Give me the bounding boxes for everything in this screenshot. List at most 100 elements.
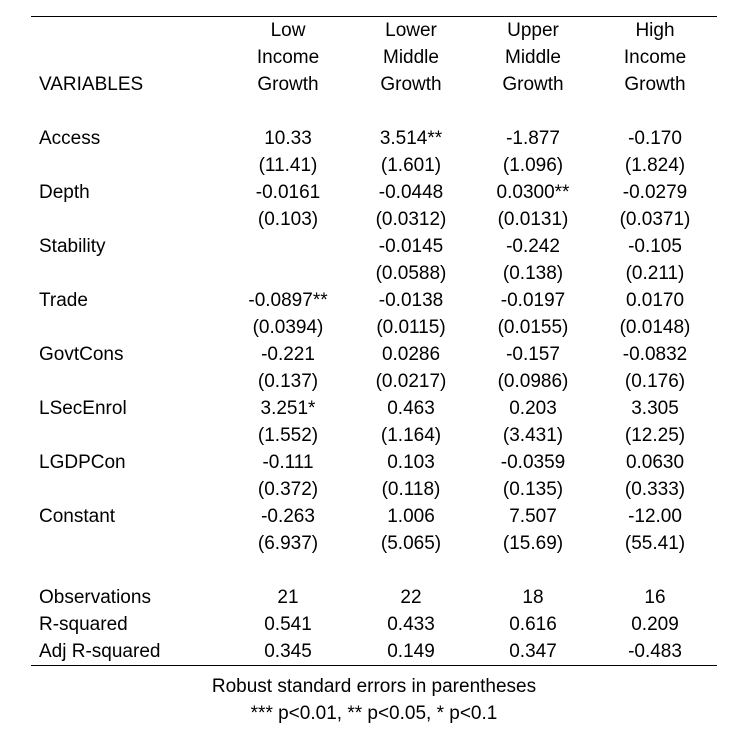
coef-cell: 0.0630 xyxy=(625,452,685,473)
coef-cell: -12.00 xyxy=(628,506,682,527)
se-cell: (5.065) xyxy=(380,533,442,554)
column-header-line: Growth xyxy=(624,74,686,95)
se-cell: (0.0986) xyxy=(497,371,569,392)
se-row-access: (11.41) (1.601) (1.096) (1.824) xyxy=(31,152,717,179)
se-row-govtcons: (0.137) (0.0217) (0.0986) (0.176) xyxy=(31,368,717,395)
stat-name: R-squared xyxy=(39,614,128,635)
coef-cell: -0.0897** xyxy=(248,290,328,311)
column-header-line: High xyxy=(635,20,675,41)
column-header-line: Growth xyxy=(380,74,442,95)
se-cell xyxy=(227,260,349,287)
coef-row-stability: Stability -0.0145 -0.242 -0.105 xyxy=(31,233,717,260)
coef-cell: 0.0286 xyxy=(381,344,441,365)
coef-cell: 0.463 xyxy=(387,398,435,419)
coef-cell: -0.0279 xyxy=(622,182,688,203)
header-row: VARIABLES Low Income Growth Lower Middle… xyxy=(31,17,717,98)
variable-name: LSecEnrol xyxy=(39,398,127,419)
table-notes: Robust standard errors in parentheses **… xyxy=(0,673,748,727)
stat-name: Observations xyxy=(39,587,151,608)
se-cell: (1.552) xyxy=(257,425,319,446)
se-cell: (0.0131) xyxy=(497,209,569,230)
coef-row-lgdpcon: LGDPCon -0.111 0.103 -0.0359 0.0630 xyxy=(31,449,717,476)
column-header-line: Low xyxy=(270,20,306,41)
se-row-lgdpcon: (0.372) (0.118) (0.135) (0.333) xyxy=(31,476,717,503)
se-cell: (0.211) xyxy=(625,263,685,284)
variable-name: GovtCons xyxy=(39,344,124,365)
coef-row-lsecenrol: LSecEnrol 3.251* 0.463 0.203 3.305 xyxy=(31,395,717,422)
se-cell: (0.0155) xyxy=(497,317,569,338)
stat-cell: 0.433 xyxy=(387,614,435,635)
se-cell: (55.41) xyxy=(624,533,686,554)
stat-cell: -0.483 xyxy=(628,641,682,662)
column-header-line: Income xyxy=(256,47,320,68)
se-cell: (0.103) xyxy=(257,209,319,230)
coef-cell: -0.0145 xyxy=(378,236,444,257)
stat-cell: 0.541 xyxy=(264,614,312,635)
column-header-line: Upper xyxy=(507,20,559,41)
regression-table-container: VARIABLES Low Income Growth Lower Middle… xyxy=(31,16,717,666)
coef-cell: -0.0138 xyxy=(378,290,444,311)
coef-row-access: Access 10.33 3.514** -1.877 -0.170 xyxy=(31,125,717,152)
se-cell: (0.0394) xyxy=(252,317,324,338)
notes-line-standard-errors: Robust standard errors in parentheses xyxy=(211,676,537,697)
stat-row-r-squared: R-squared 0.541 0.433 0.616 0.209 xyxy=(31,611,717,638)
variable-name: Trade xyxy=(39,290,88,311)
variable-name: Stability xyxy=(39,236,106,257)
variable-name: Depth xyxy=(39,182,90,203)
se-cell: (6.937) xyxy=(257,533,319,554)
top-rule xyxy=(31,16,717,17)
stat-cell: 0.149 xyxy=(387,641,435,662)
coef-cell: -0.105 xyxy=(628,236,682,257)
se-cell: (0.137) xyxy=(257,371,319,392)
column-header-upper-middle: Upper Middle Growth xyxy=(473,17,593,98)
notes-line-significance: *** p<0.01, ** p<0.05, * p<0.1 xyxy=(250,703,498,724)
stat-row-adj-r-squared: Adj R-squared 0.345 0.149 0.347 -0.483 xyxy=(31,638,717,665)
coef-cell: -0.0832 xyxy=(622,344,688,365)
coef-cell: -0.157 xyxy=(506,344,560,365)
se-cell: (0.0217) xyxy=(375,371,447,392)
coef-cell: -0.111 xyxy=(262,452,314,473)
se-cell: (0.0371) xyxy=(619,209,691,230)
coef-cell: 10.33 xyxy=(264,128,312,149)
coef-cell: 0.203 xyxy=(509,398,557,419)
spacer-row xyxy=(31,557,717,584)
coef-cell: -0.0359 xyxy=(500,452,566,473)
coef-cell: 1.006 xyxy=(387,506,435,527)
coef-cell: -0.0448 xyxy=(378,182,444,203)
variables-header: VARIABLES xyxy=(39,74,144,95)
column-header-line: Middle xyxy=(383,47,439,68)
variable-name: LGDPCon xyxy=(39,452,126,473)
se-cell: (1.601) xyxy=(380,155,442,176)
se-cell: (0.0148) xyxy=(619,317,691,338)
se-cell: (3.431) xyxy=(502,425,564,446)
column-header-line: Lower xyxy=(385,20,437,41)
coef-cell: -0.170 xyxy=(628,128,682,149)
se-cell: (0.176) xyxy=(624,371,686,392)
se-cell: (0.333) xyxy=(624,479,686,500)
se-row-depth: (0.103) (0.0312) (0.0131) (0.0371) xyxy=(31,206,717,233)
coef-cell: 3.251* xyxy=(260,398,316,419)
se-cell: (0.0588) xyxy=(375,263,447,284)
regression-table: VARIABLES Low Income Growth Lower Middle… xyxy=(31,17,717,665)
stat-cell: 18 xyxy=(522,587,544,608)
coef-row-constant: Constant -0.263 1.006 7.507 -12.00 xyxy=(31,503,717,530)
se-cell: (15.69) xyxy=(502,533,564,554)
stat-cell: 16 xyxy=(644,587,666,608)
column-header-lower-middle: Lower Middle Growth xyxy=(349,17,473,98)
coef-cell: -0.0161 xyxy=(255,182,321,203)
se-row-trade: (0.0394) (0.0115) (0.0155) (0.0148) xyxy=(31,314,717,341)
coef-cell: -0.0197 xyxy=(500,290,566,311)
coef-row-govtcons: GovtCons -0.221 0.0286 -0.157 -0.0832 xyxy=(31,341,717,368)
column-header-line: Growth xyxy=(502,74,564,95)
coef-cell: -1.877 xyxy=(506,128,560,149)
coef-cell: 3.305 xyxy=(631,398,679,419)
column-header-high-income: High Income Growth xyxy=(593,17,717,98)
stat-cell: 0.616 xyxy=(509,614,557,635)
stat-cell: 0.347 xyxy=(509,641,557,662)
column-header-line: Growth xyxy=(257,74,319,95)
se-cell: (0.0312) xyxy=(375,209,447,230)
variable-name: Access xyxy=(39,128,101,149)
coef-cell: -0.242 xyxy=(506,236,560,257)
se-cell: (0.118) xyxy=(381,479,441,500)
se-row-constant: (6.937) (5.065) (15.69) (55.41) xyxy=(31,530,717,557)
